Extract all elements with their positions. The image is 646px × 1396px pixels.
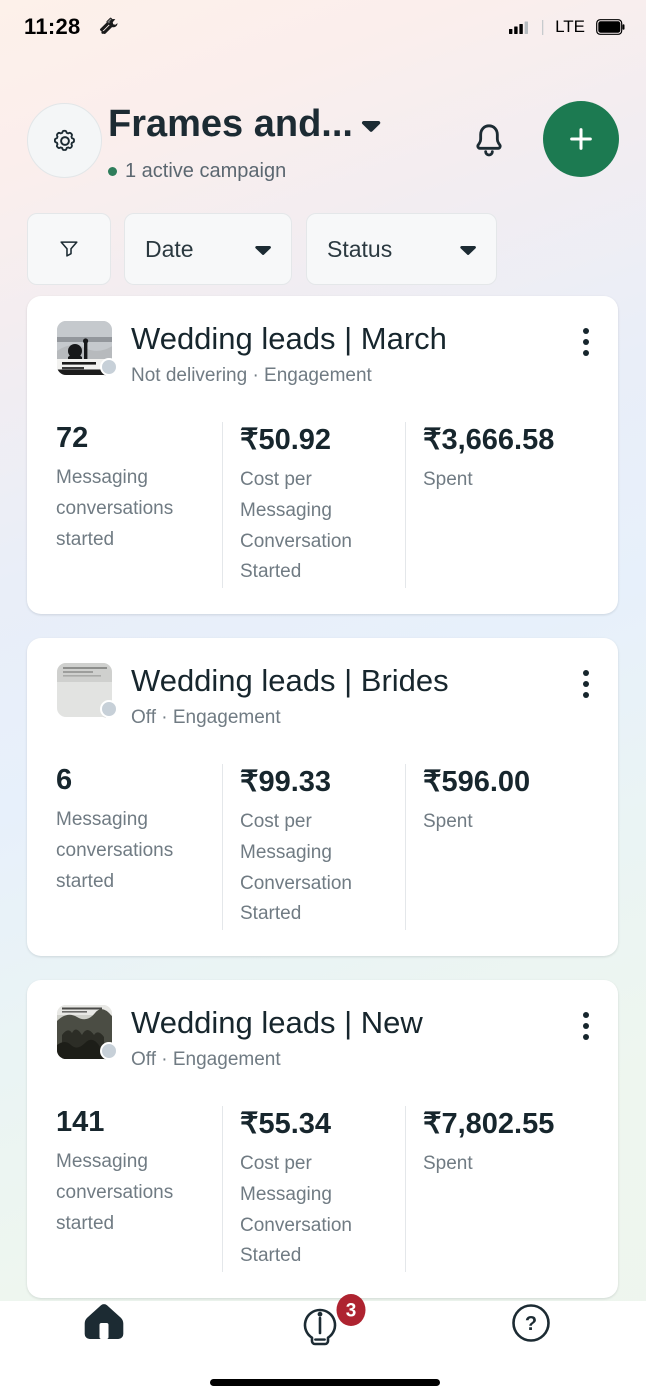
svg-text:3: 3	[346, 1301, 357, 1322]
svg-text:?: ?	[525, 1313, 537, 1335]
